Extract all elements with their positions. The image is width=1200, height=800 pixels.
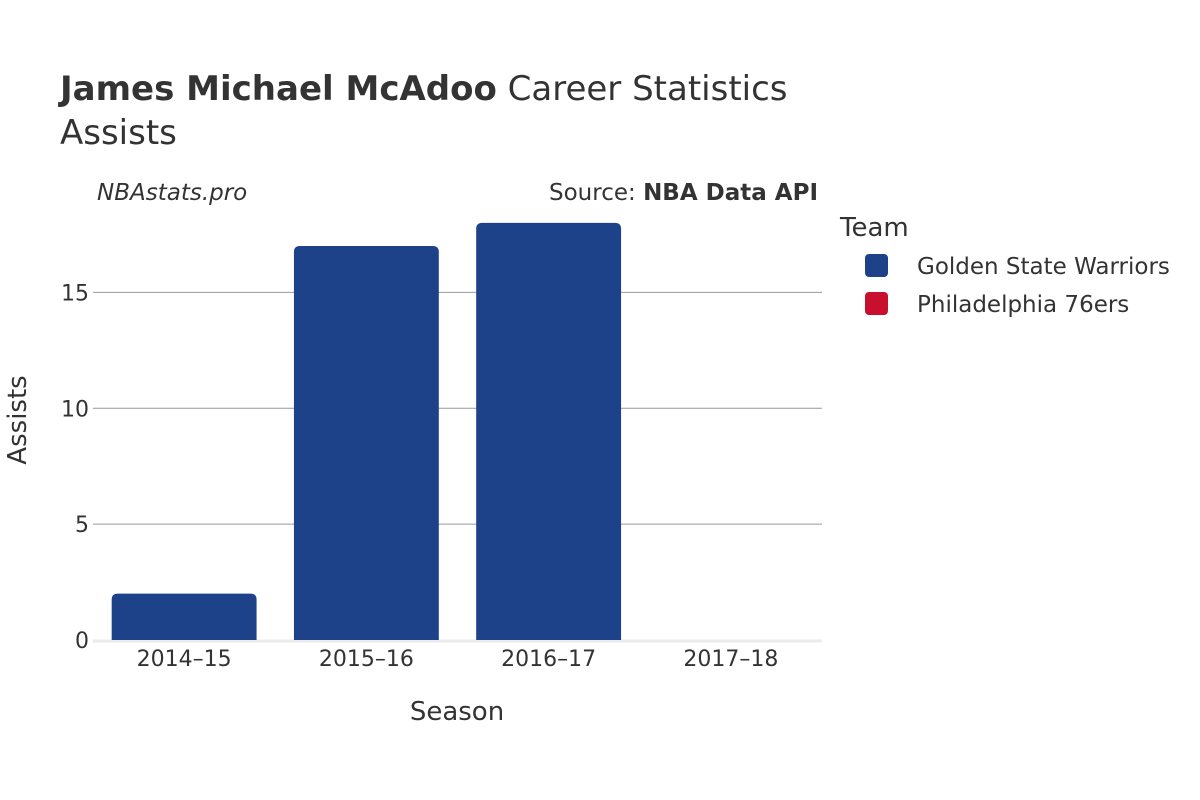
source-name: NBA Data API (643, 180, 818, 206)
legend-label-philadelphia-76ers: Philadelphia 76ers (917, 292, 1129, 318)
source-prefix: Source: (549, 180, 643, 206)
source-credit: Source: NBA Data API (549, 180, 818, 206)
chart-title: James Michael McAdoo Career Statistics (58, 69, 788, 109)
legend: Team Golden State Warriors Philadelphia … (839, 213, 1170, 318)
chart-title-player: James Michael McAdoo (58, 69, 497, 109)
y-tick-label: 0 (75, 629, 89, 654)
y-tick-label: 15 (61, 281, 89, 306)
bar-golden-state-warriors-2016-17[interactable] (476, 222, 622, 640)
gridlines (93, 291, 822, 643)
y-tick-labels: 0 5 10 15 (61, 281, 89, 654)
legend-swatch-philadelphia-76ers (865, 292, 888, 315)
x-tick-labels: 2014–15 2015–16 2016–17 2017–18 (137, 647, 779, 672)
x-tick-label: 2015–16 (319, 647, 414, 672)
x-tick-label: 2016–17 (501, 647, 596, 672)
bars (111, 222, 622, 641)
bar-golden-state-warriors-2015-16[interactable] (293, 246, 439, 641)
x-tick-label: 2017–18 (683, 647, 778, 672)
y-tick-label: 10 (61, 397, 89, 422)
chart-title-rest: Career Statistics (497, 69, 788, 109)
legend-item-golden-state-warriors[interactable]: Golden State Warriors (865, 254, 1170, 280)
x-axis-title: Season (410, 697, 504, 727)
legend-title: Team (839, 213, 909, 243)
y-axis-title: Assists (3, 375, 33, 464)
legend-item-philadelphia-76ers[interactable]: Philadelphia 76ers (865, 292, 1129, 318)
site-credit: NBAstats.pro (97, 180, 247, 206)
legend-label-golden-state-warriors: Golden State Warriors (917, 254, 1170, 280)
chart-subtitle: Assists (60, 113, 177, 153)
x-tick-label: 2014–15 (137, 647, 232, 672)
y-tick-label: 5 (75, 513, 89, 538)
bar-golden-state-warriors-2014-15[interactable] (111, 593, 257, 640)
legend-swatch-golden-state-warriors (865, 254, 888, 277)
